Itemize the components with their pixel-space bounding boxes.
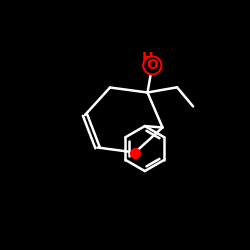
Text: O: O xyxy=(146,58,158,72)
Text: H: H xyxy=(142,52,154,66)
